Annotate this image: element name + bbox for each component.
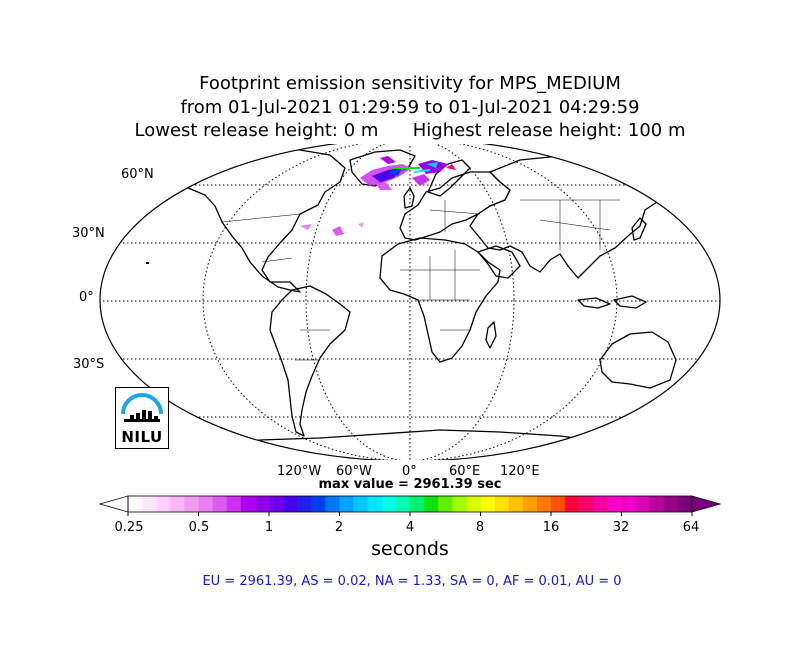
colorbar-cell <box>635 496 650 512</box>
lon-label-120e: 120°E <box>500 464 540 479</box>
colorbar-cell <box>367 496 383 512</box>
colorbar-tick-label: 4 <box>405 520 415 535</box>
colorbar-cell <box>170 496 185 512</box>
country-borders <box>221 199 620 361</box>
colorbar-tick-label: 64 <box>682 520 700 535</box>
colorbar-cell <box>156 496 171 512</box>
colorbar-tick-label: 0.25 <box>114 520 144 535</box>
chart-title-line3: Lowest release height: 0 m Highest relea… <box>0 120 800 142</box>
colorbar-tick-label: 8 <box>475 520 485 535</box>
lat-label-30n: 30°N <box>72 226 105 241</box>
colorbar-cell <box>269 496 284 512</box>
colorbar-cell <box>565 496 580 512</box>
colorbar-cell <box>410 496 425 512</box>
chart-title-line1: Footprint emission sensitivity for MPS_M… <box>199 73 621 94</box>
colorbar-cell <box>522 496 538 512</box>
colorbar-cell <box>128 496 143 512</box>
colorbar-tick-label: 16 <box>542 520 560 535</box>
colorbar-cell <box>297 496 312 512</box>
lon-label-0: 0° <box>402 464 417 479</box>
colorbar-tick-label: 2 <box>334 520 344 535</box>
colorbar-cell <box>184 496 199 512</box>
colorbar-cell <box>466 496 481 512</box>
colorbar-tick-label: 0.5 <box>188 520 210 535</box>
colorbar-tick-label: 1 <box>264 520 274 535</box>
colorbar-right-extension <box>691 495 722 513</box>
colorbar-cell <box>536 496 552 512</box>
colorbar-cell <box>438 496 453 512</box>
nilu-logo-text: NILU <box>121 428 163 446</box>
lat-label-30s: 30°S <box>73 357 105 372</box>
colorbar-cell <box>325 496 340 512</box>
colorbar-cell <box>677 496 693 512</box>
colorbar-cell <box>579 496 594 512</box>
colorbar-tick-label: 32 <box>612 520 630 535</box>
map-boundary <box>99 144 721 460</box>
colorbar-cell <box>452 496 467 512</box>
colorbar-cell <box>395 496 411 512</box>
lat-label-0: 0° <box>79 290 94 305</box>
nilu-logo-graphic <box>121 393 163 422</box>
lon-label-60w: 60°W <box>336 464 372 479</box>
colorbar-cell <box>607 496 622 512</box>
nilu-logo: NILU <box>115 387 169 449</box>
colorbar-cell <box>226 496 242 512</box>
colorbar-cell <box>424 496 439 512</box>
lon-label-60e: 60°E <box>449 464 481 479</box>
highest-release-height: Highest release height: 100 m <box>412 120 686 141</box>
colorbar-cell <box>353 496 368 512</box>
colorbar-cell <box>212 496 227 512</box>
colorbar-cell <box>339 496 354 512</box>
region-totals: EU = 2961.39, AS = 0.02, NA = 1.33, SA =… <box>202 574 622 589</box>
colorbar-cell <box>381 496 397 512</box>
lon-label-120w: 120°W <box>277 464 322 479</box>
lat-label-60n: 60°N <box>121 167 154 182</box>
colorbar-cell <box>198 496 213 512</box>
max-value-label: max value = 2961.39 sec <box>318 477 502 492</box>
colorbar-left-extension <box>98 495 129 513</box>
chart-title-line2: from 01-Jul-2021 01:29:59 to 01-Jul-2021… <box>180 97 640 118</box>
colorbar-cell <box>551 496 566 512</box>
colorbar-cell <box>240 496 256 512</box>
colorbar-cell <box>283 496 298 512</box>
colorbar-cell <box>142 496 157 512</box>
colorbar-cell <box>254 496 270 512</box>
colorbar-units: seconds <box>371 538 449 560</box>
colorbar-cell <box>494 496 509 512</box>
colorbar-cell <box>649 496 665 512</box>
colorbar-cell <box>593 496 608 512</box>
lowest-release-height: Lowest release height: 0 m <box>134 120 379 141</box>
colorbar-cell <box>311 496 326 512</box>
colorbar-cell <box>663 496 679 512</box>
footprint-plume <box>300 156 456 236</box>
colorbar-cell <box>480 496 495 512</box>
colorbar-cell <box>508 496 524 512</box>
colorbar-cell <box>621 496 636 512</box>
